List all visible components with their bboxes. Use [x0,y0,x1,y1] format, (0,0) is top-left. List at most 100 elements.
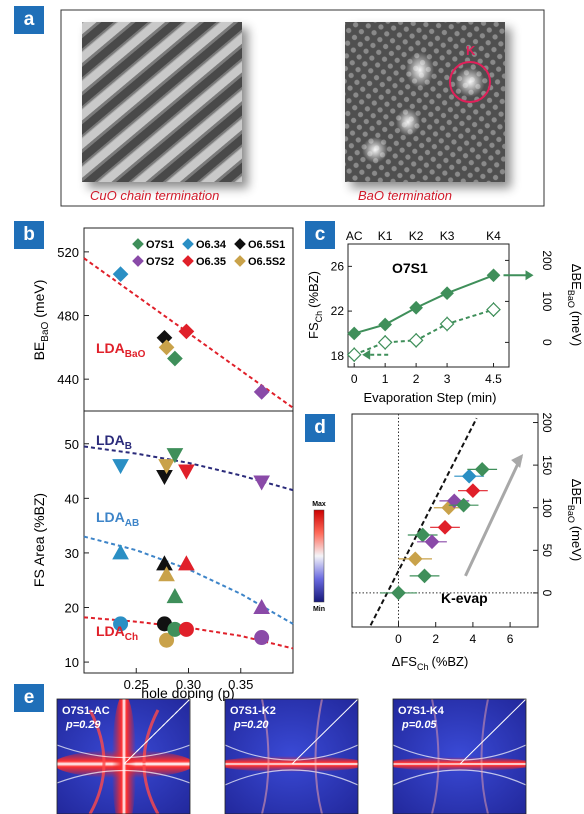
b-bottom-ylabel: FS Area (%BZ) [31,493,47,587]
c-point-0 [378,317,393,332]
c-top-label: K3 [440,229,455,243]
panel-b-badge: b [14,221,44,249]
d-point [417,568,432,584]
fs-point-ab [166,588,184,604]
fs-point-ab [178,555,195,571]
b-bottom-xtick-label: 0.30 [176,677,201,692]
c-point-0 [440,286,454,301]
b-top-point [112,266,129,282]
d-y2tick-label: 50 [540,544,554,558]
c-xtick-label: 0 [351,372,358,386]
legend-marker-o6-5s2 [234,255,246,267]
fs-point-b [178,464,195,480]
legend-label: O7S1 [146,239,174,251]
d-point [424,534,440,550]
c-point-0 [486,268,501,283]
b-bottom-xtick-label: 0.25 [124,677,149,692]
panel-d-chart: 0 2 4 6 0 50 100 150 200 Max Min K-evap ΔBEBaO(m… [312,413,584,672]
d-point [461,468,477,484]
b-top-point [178,323,195,340]
b-top-ylabel: BEBaO(meV) [31,280,51,361]
d-y2tick-label: 0 [540,590,554,597]
c-top-label: K1 [378,229,393,243]
arpes-label-k4: O7S1-K4 [398,705,445,717]
c-y2label: ΔBEBaO(meV) [566,264,584,346]
colorbar-max: Max [312,501,326,508]
c-point-1 [408,333,424,348]
c-point-0 [409,300,423,315]
fs-point-ch [254,630,270,646]
cuo-caption: CuO chain termination [90,188,219,203]
legend-marker-o7s1 [132,238,144,250]
b-top-lda-label: LDABaO [96,340,146,360]
c-arrowhead-left [362,349,371,360]
fs-point-b [158,459,175,475]
d-point [407,551,423,567]
colorbar [313,509,325,603]
fs-point-ab [112,544,129,560]
legend-marker-o6-34 [182,238,194,250]
b-bottom-ytick-label: 20 [65,601,79,616]
c-xtick-label: 2 [413,372,420,386]
legend-marker-o6-5s1 [234,238,246,250]
panel-b-top-chart: 440 480 520 O7S1 O6.34 O6.5S1 O7S2 O6.35 O6.5S2… [31,227,294,412]
d-y2tick-label: 200 [540,413,554,433]
panel-e: O7S1-AC p=0.29 O7S1-K2 p=0.20 O7S1-K4 p=… [56,698,527,814]
legend-label: O7S2 [146,256,174,268]
legend-marker-o7s2 [132,255,144,267]
c-series-line-1 [353,308,494,356]
fs-point-b [112,459,129,475]
d-xlabel: ΔFSCh (%BZ) [392,654,469,672]
c-y2tick-label: 0 [540,339,554,346]
legend-label: O6.5S1 [248,239,285,251]
arpes-p-k2: p=0.20 [233,719,269,731]
c-series-line-0 [353,274,494,335]
k-evap-arrowhead [511,454,524,469]
k-circle-marker [449,61,491,103]
c-point-1 [439,316,455,332]
c-point-0 [347,326,362,341]
arpes-map-ac [57,699,190,814]
fs-point-b [166,448,184,464]
panel-a-frame [60,9,545,207]
panel-e-badge: e [14,684,44,712]
b-top-ytick-label: 480 [57,309,79,324]
k-evap-arrow [464,455,523,577]
c-point-1 [346,347,362,363]
b-bottom-ytick-label: 40 [65,491,79,506]
d-point [474,462,490,477]
lda-ab-label: LDAAB [96,509,139,529]
arpes-map-k2 [225,699,358,814]
d-y2label: ΔBEBaO(meV) [566,479,584,561]
fs-point-ab [158,566,175,582]
d-axes-frame [351,413,539,628]
fs-point-ab [253,598,270,614]
c-xlabel: Evaporation Step (min) [364,390,497,405]
k-marker-label: K [466,43,476,58]
colorbar-min: Min [313,606,325,613]
c-y2tick-label: 100 [540,291,554,311]
d-xtick-label: 2 [432,632,439,646]
d-y2tick-label: 100 [540,498,554,518]
legend-label: O6.5S2 [248,256,285,268]
d-fit-line [369,417,478,626]
c-axes-frame [347,243,510,368]
c-xtick-label: 1 [382,372,389,386]
d-point [391,585,406,601]
lda-ch-label: LDACh [96,623,138,643]
b-bottom-ytick-label: 10 [65,655,79,670]
legend-marker-o6-35 [182,255,194,267]
c-title: O7S1 [392,260,428,276]
d-point [456,497,471,513]
fs-point-ch [113,616,129,632]
d-xtick-label: 0 [395,632,402,646]
b-top-point [158,339,175,356]
c-ytick-label: 26 [331,259,345,273]
c-xtick-label: 4.5 [485,372,502,386]
lda-b-label: LDAB [96,432,132,452]
panel-c-chart: 18 22 26 0 100 200 0 AC 1 K1 2 K2 3 K3 4.5 K4 O7S1 FSCh… [306,229,584,405]
c-ytick-label: 22 [331,304,345,318]
panel-c-badge: c [305,221,335,249]
cuo-stm-image [82,22,242,182]
